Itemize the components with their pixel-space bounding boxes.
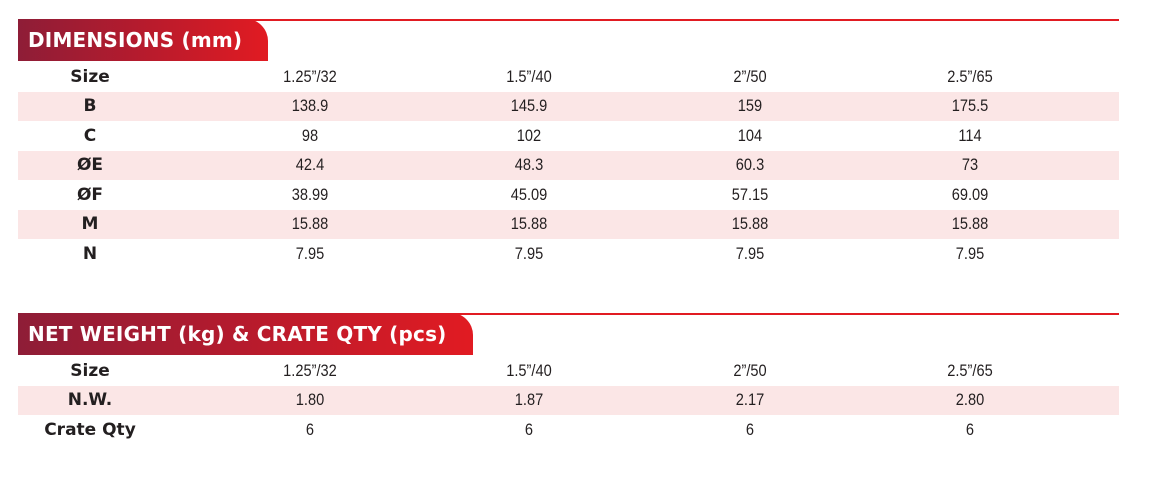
- table-cell: 2.80: [955, 390, 985, 410]
- row-label: N.W.: [67, 390, 113, 411]
- table-row-size: Size 1.25”/32 1.5”/40 2”/50 2.5”/65: [18, 356, 1119, 386]
- table-cell: 98: [301, 125, 319, 145]
- table-cell: 2.5”/65: [947, 66, 993, 86]
- table-cell: 102: [516, 125, 542, 145]
- table-cell: 15.88: [510, 214, 548, 234]
- row-label: B: [83, 96, 97, 117]
- table-cell: 175.5: [951, 96, 989, 116]
- table-row-m: M 15.88 15.88 15.88 15.88: [18, 209, 1119, 239]
- row-label: Crate Qty: [44, 419, 136, 440]
- row-label: Size: [70, 66, 110, 87]
- dimensions-table: Size 1.25”/32 1.5”/40 2”/50 2.5”/65 B 13…: [18, 62, 1119, 269]
- table-cell: 2.5”/65: [947, 360, 993, 380]
- table-cell: 1.25”/32: [283, 360, 337, 380]
- row-label: Size: [70, 360, 110, 381]
- table-cell: 48.3: [514, 155, 544, 175]
- table-cell: 1.87: [514, 390, 544, 410]
- table-cell: 15.88: [951, 214, 989, 234]
- table-cell: 7.95: [295, 243, 325, 263]
- table-cell: 45.09: [510, 184, 548, 204]
- table-cell: 6: [965, 419, 975, 439]
- dimensions-title: DIMENSIONS (mm): [18, 19, 269, 61]
- table-cell: 1.5”/40: [506, 66, 552, 86]
- table-cell: 42.4: [295, 155, 325, 175]
- table-cell: 57.15: [731, 184, 769, 204]
- table-cell: 60.3: [735, 155, 765, 175]
- table-row-nw: N.W. 1.80 1.87 2.17 2.80: [18, 385, 1119, 415]
- table-cell: 159: [737, 96, 763, 116]
- table-row-f: ØF 38.99 45.09 57.15 69.09: [18, 180, 1119, 210]
- table-cell: 145.9: [510, 96, 548, 116]
- weight-section: NET WEIGHT (kg) & CRATE QTY (pcs) Size 1…: [18, 312, 1119, 445]
- table-cell: 1.25”/32: [283, 66, 337, 86]
- row-label: M: [81, 214, 99, 235]
- table-cell: 15.88: [731, 214, 769, 234]
- table-cell: 7.95: [514, 243, 544, 263]
- row-label: C: [83, 125, 97, 146]
- table-cell: 38.99: [291, 184, 329, 204]
- table-cell: 1.5”/40: [506, 360, 552, 380]
- table-row-e: ØE 42.4 48.3 60.3 73: [18, 150, 1119, 180]
- table-cell: 6: [745, 419, 755, 439]
- dimensions-header-rule: [18, 19, 1119, 21]
- table-cell: 7.95: [955, 243, 985, 263]
- table-row-crate-qty: Crate Qty 6 6 6 6: [18, 415, 1119, 445]
- row-label: N: [82, 243, 98, 264]
- weight-header: NET WEIGHT (kg) & CRATE QTY (pcs): [18, 312, 1119, 356]
- table-cell: 15.88: [291, 214, 329, 234]
- table-cell: 1.80: [295, 390, 325, 410]
- table-cell: 138.9: [291, 96, 329, 116]
- table-cell: 6: [305, 419, 315, 439]
- table-cell: 7.95: [735, 243, 765, 263]
- row-label: ØE: [76, 155, 104, 176]
- table-row-b: B 138.9 145.9 159 175.5: [18, 91, 1119, 121]
- table-cell: 69.09: [951, 184, 989, 204]
- weight-title: NET WEIGHT (kg) & CRATE QTY (pcs): [18, 313, 473, 355]
- table-row-n: N 7.95 7.95 7.95 7.95: [18, 239, 1119, 269]
- table-cell: 114: [958, 125, 982, 145]
- weight-table: Size 1.25”/32 1.5”/40 2”/50 2.5”/65 N.W.…: [18, 356, 1119, 445]
- table-cell: 104: [737, 125, 763, 145]
- table-row-size: Size 1.25”/32 1.5”/40 2”/50 2.5”/65: [18, 62, 1119, 92]
- dimensions-section: DIMENSIONS (mm) Size 1.25”/32 1.5”/40 2”…: [18, 18, 1119, 269]
- table-cell: 73: [961, 155, 979, 175]
- table-cell: 6: [524, 419, 534, 439]
- table-row-c: C 98 102 104 114: [18, 121, 1119, 151]
- table-cell: 2”/50: [733, 360, 767, 380]
- dimensions-header: DIMENSIONS (mm): [18, 18, 1119, 62]
- table-cell: 2”/50: [733, 66, 767, 86]
- table-cell: 2.17: [735, 390, 765, 410]
- row-label: ØF: [76, 184, 104, 205]
- weight-header-rule: [18, 313, 1119, 315]
